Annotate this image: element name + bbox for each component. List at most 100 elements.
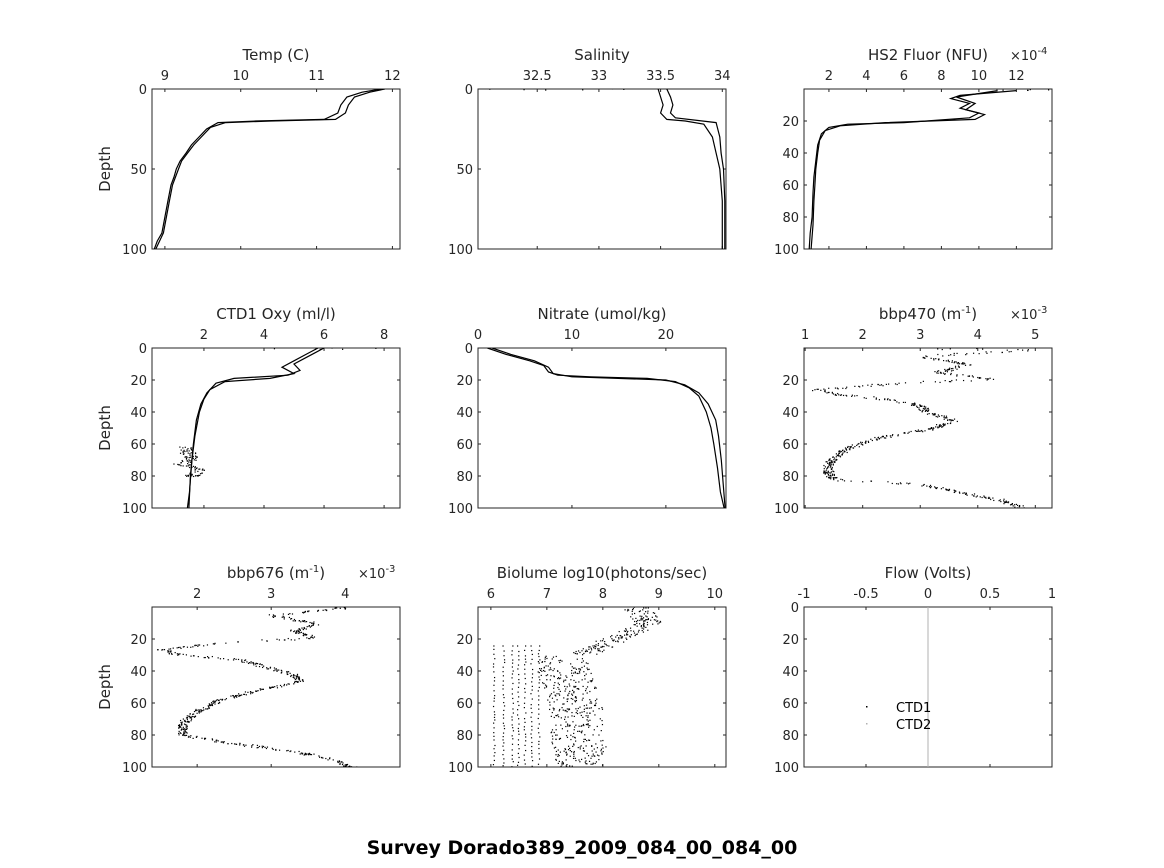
data-point <box>565 725 567 728</box>
data-point <box>930 427 932 430</box>
data-point <box>291 613 294 615</box>
data-point <box>298 632 300 634</box>
data-point <box>1021 349 1024 351</box>
data-point <box>214 642 216 644</box>
axes-box <box>151 88 401 250</box>
data-point <box>579 712 581 714</box>
data-point <box>956 420 958 423</box>
data-point <box>951 419 953 421</box>
data-point <box>830 475 832 477</box>
data-point <box>545 665 547 667</box>
data-point <box>300 631 302 633</box>
data-point <box>971 494 973 496</box>
data-point <box>288 683 290 685</box>
data-point <box>588 648 590 650</box>
data-point <box>298 679 300 681</box>
x-tick-label: 8 <box>599 587 607 602</box>
data-point <box>567 694 569 697</box>
data-point <box>1012 505 1014 507</box>
data-point <box>657 623 659 625</box>
data-point <box>292 676 294 678</box>
data-point <box>550 675 552 677</box>
data-point <box>492 663 495 665</box>
data-point <box>494 719 496 721</box>
data-point <box>938 370 940 372</box>
data-point <box>193 475 195 478</box>
data-point <box>944 423 946 425</box>
data-point <box>261 666 264 669</box>
data-point <box>184 734 186 737</box>
data-point <box>595 644 597 646</box>
data-point <box>567 716 569 718</box>
data-point <box>579 746 581 748</box>
data-point <box>571 675 573 677</box>
data-point <box>1018 505 1021 507</box>
data-point <box>181 723 183 725</box>
data-point <box>557 677 559 680</box>
data-point <box>575 681 577 683</box>
data-point <box>922 356 924 359</box>
data-point <box>531 673 534 675</box>
data-point <box>601 706 603 709</box>
data-point <box>538 708 540 710</box>
data-point <box>204 656 206 659</box>
data-point <box>492 705 495 708</box>
data-point <box>973 493 976 495</box>
data-point <box>303 754 305 756</box>
data-point <box>185 474 187 476</box>
data-point <box>531 745 533 748</box>
data-point <box>563 681 565 683</box>
data-point <box>170 650 172 652</box>
data-point <box>308 637 310 640</box>
axes-box <box>803 347 1053 509</box>
data-point <box>557 682 559 684</box>
subplot-title: bbp470 (m-1) <box>879 305 977 323</box>
data-point <box>828 472 830 474</box>
data-point <box>600 730 602 732</box>
data-point <box>598 648 600 650</box>
data-point <box>186 715 188 717</box>
data-point <box>183 723 186 725</box>
data-point <box>950 373 952 376</box>
data-point <box>517 727 519 730</box>
data-point <box>595 646 597 648</box>
data-point <box>172 647 174 649</box>
data-point <box>236 694 238 697</box>
data-point <box>589 712 591 714</box>
data-point <box>964 493 967 495</box>
data-point <box>914 402 916 404</box>
data-point <box>180 726 182 728</box>
data-point <box>978 377 981 379</box>
data-point <box>944 417 946 419</box>
data-point <box>503 725 505 727</box>
data-point <box>524 658 527 660</box>
data-point <box>838 452 840 455</box>
data-point <box>887 398 889 400</box>
data-point <box>585 745 587 747</box>
data-point <box>570 751 573 753</box>
data-point <box>823 471 825 473</box>
data-point <box>645 607 647 609</box>
data-point <box>530 704 532 706</box>
data-point <box>569 685 571 687</box>
data-point <box>925 406 927 408</box>
data-point <box>190 448 192 451</box>
data-point <box>550 715 552 717</box>
data-point <box>831 460 833 462</box>
data-point <box>962 379 965 382</box>
data-point <box>578 688 580 690</box>
data-point <box>583 652 585 655</box>
data-point <box>188 450 190 452</box>
data-point <box>523 707 525 709</box>
data-point <box>627 634 629 636</box>
data-point <box>310 636 313 638</box>
data-point <box>553 687 555 689</box>
data-point <box>583 671 585 673</box>
data-point <box>957 362 960 364</box>
data-point <box>557 686 559 689</box>
data-point <box>601 753 603 755</box>
data-point <box>565 752 567 754</box>
data-point <box>586 686 589 688</box>
data-point <box>832 464 834 466</box>
